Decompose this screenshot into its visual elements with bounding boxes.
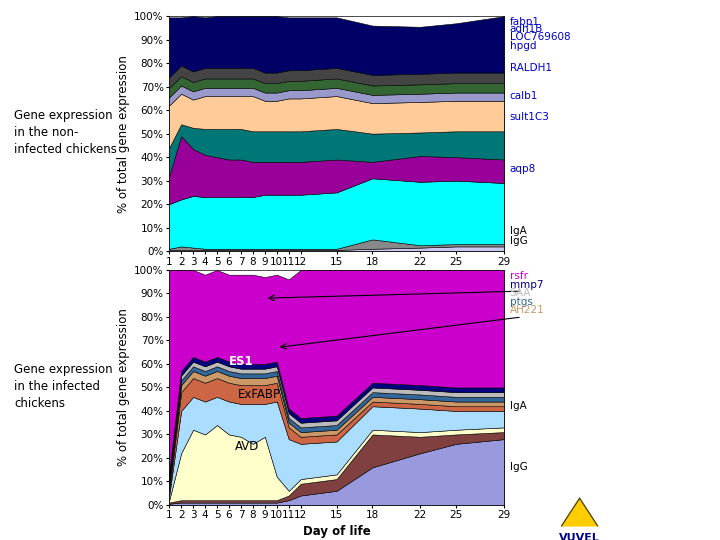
Text: Gene expression
in the non-
infected chickens: Gene expression in the non- infected chi… bbox=[14, 109, 117, 156]
Text: LOC769608: LOC769608 bbox=[510, 32, 570, 42]
Text: SAA: SAA bbox=[510, 288, 531, 299]
Y-axis label: % of total gene expression: % of total gene expression bbox=[117, 55, 130, 213]
Text: adh1B: adh1B bbox=[510, 24, 543, 34]
Text: hpgd: hpgd bbox=[510, 40, 536, 51]
Text: IgA: IgA bbox=[510, 226, 526, 236]
Text: fabp1: fabp1 bbox=[510, 17, 540, 27]
X-axis label: Day of life: Day of life bbox=[302, 271, 371, 284]
Text: rsfr: rsfr bbox=[510, 271, 528, 281]
Text: Gene expression
in the infected
chickens: Gene expression in the infected chickens bbox=[14, 362, 113, 410]
Text: RALDH1: RALDH1 bbox=[510, 63, 552, 73]
Text: IgG: IgG bbox=[510, 235, 528, 246]
Text: calb1: calb1 bbox=[510, 91, 538, 101]
X-axis label: Day of life: Day of life bbox=[302, 525, 371, 538]
Text: IgG: IgG bbox=[510, 462, 528, 472]
Text: aqp8: aqp8 bbox=[510, 164, 536, 174]
Text: AH221: AH221 bbox=[510, 305, 544, 315]
Text: AVD: AVD bbox=[235, 440, 259, 453]
Text: mmp7: mmp7 bbox=[510, 280, 544, 291]
Text: VUVEL: VUVEL bbox=[559, 533, 600, 540]
Text: ptgs: ptgs bbox=[510, 296, 533, 307]
Text: IgA: IgA bbox=[510, 401, 526, 411]
Text: ExFABP: ExFABP bbox=[238, 388, 280, 401]
Text: ES1: ES1 bbox=[229, 355, 253, 368]
Y-axis label: % of total gene expression: % of total gene expression bbox=[117, 308, 130, 467]
Text: sult1C3: sult1C3 bbox=[510, 112, 549, 122]
Polygon shape bbox=[562, 498, 598, 526]
